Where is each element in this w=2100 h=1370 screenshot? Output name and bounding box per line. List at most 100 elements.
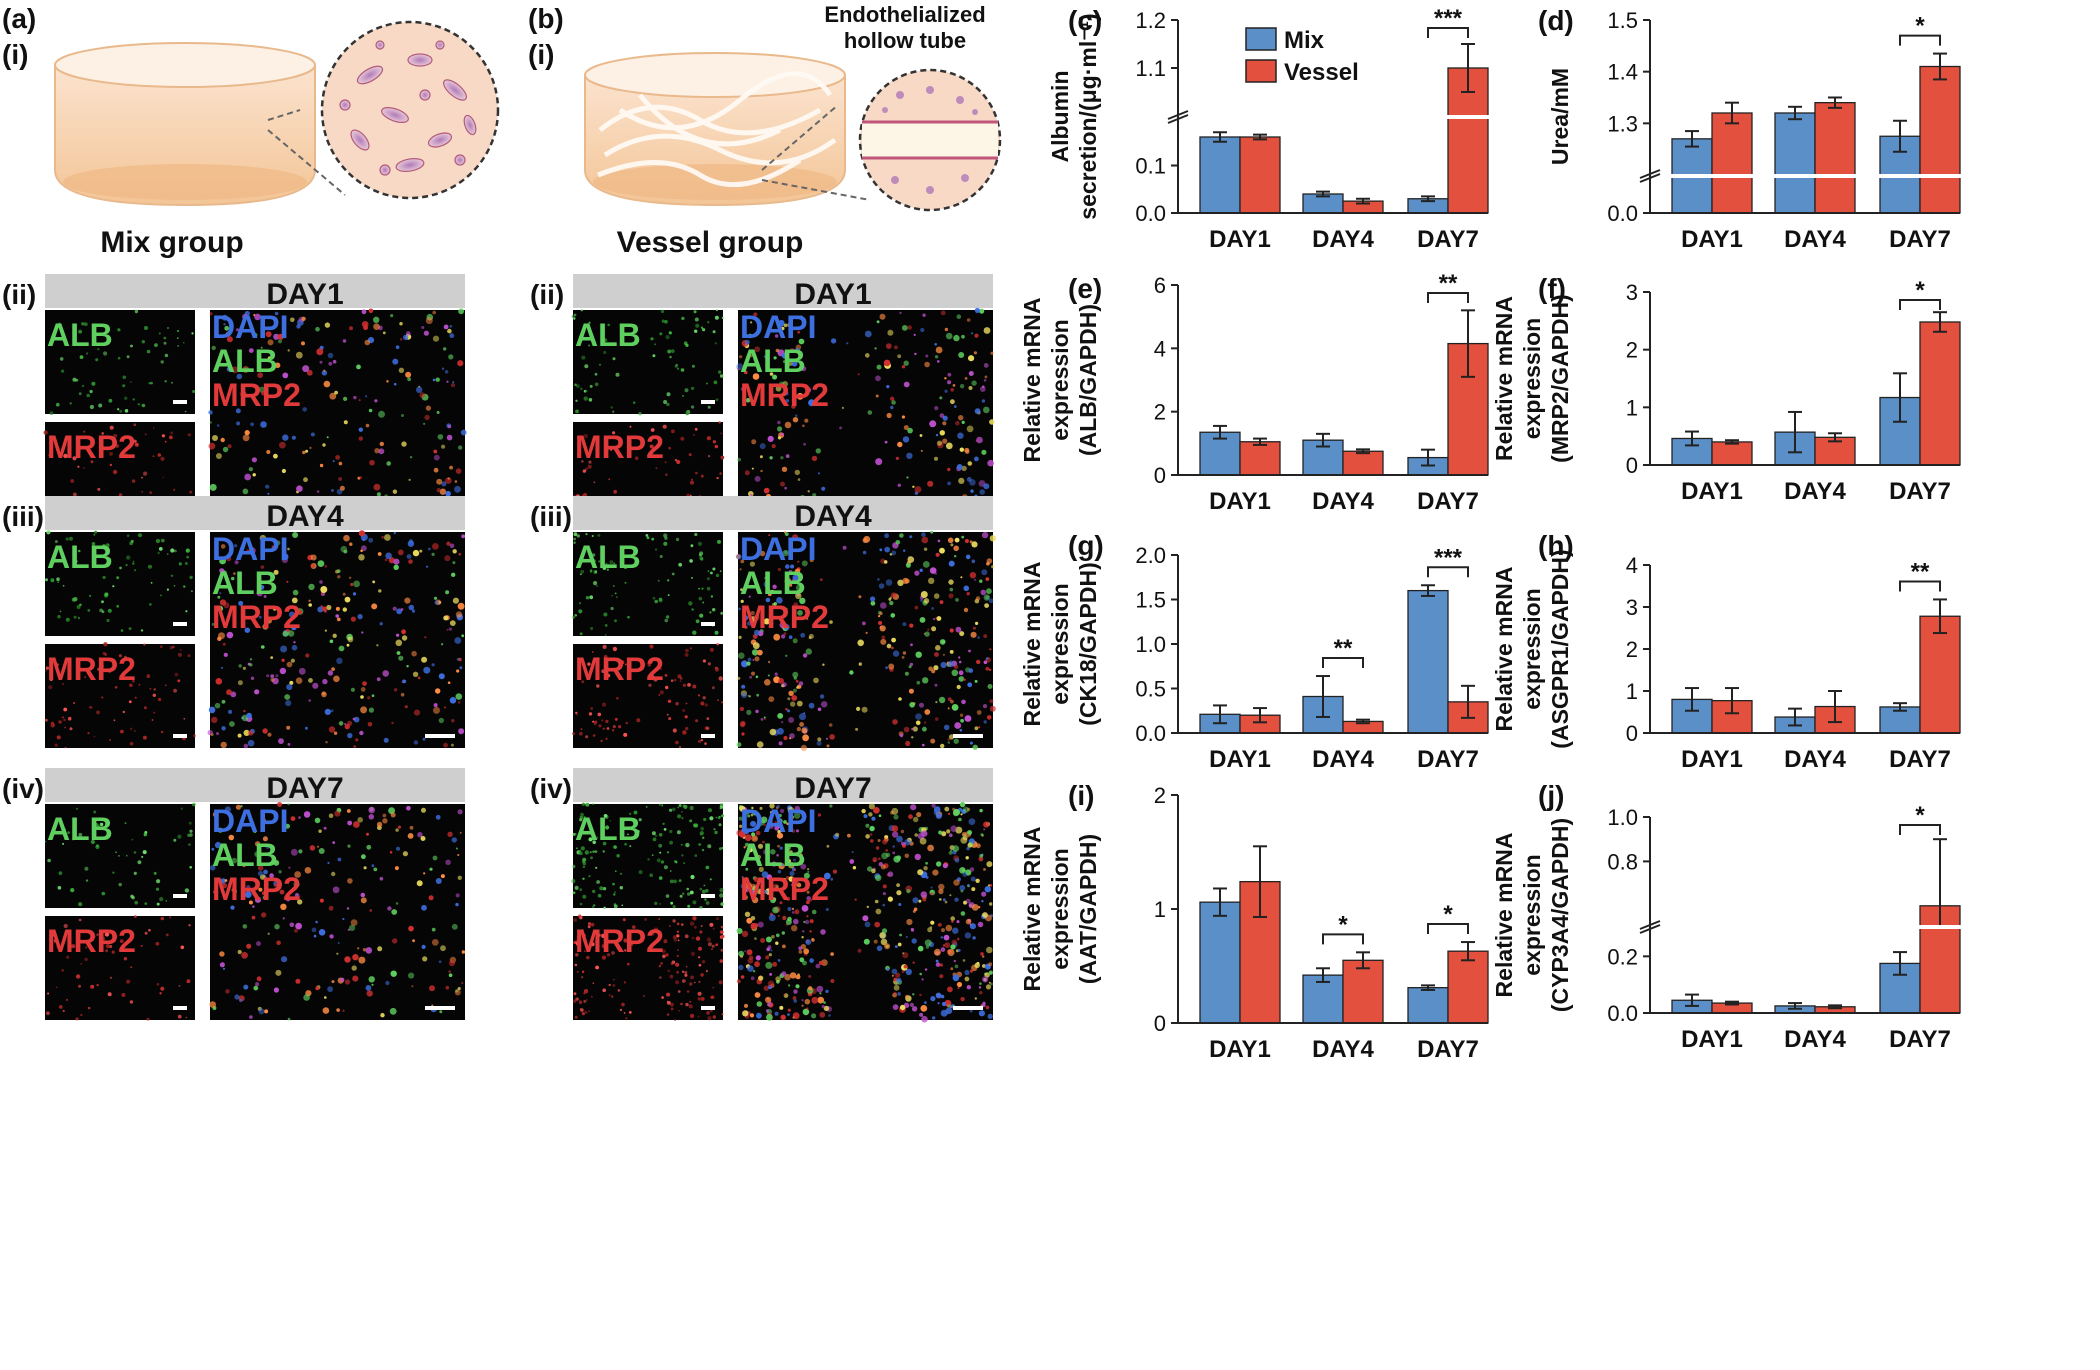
panel-label: (i): [1068, 780, 1094, 811]
alb-channel-label: ALB: [47, 539, 113, 575]
x-tick-label-day4: DAY4: [1784, 746, 1846, 773]
y-axis-label-line: Relative mRNA: [1491, 833, 1517, 998]
bracket-line: [1899, 299, 1941, 310]
merged-mrp2-label: MRP2: [740, 377, 829, 413]
y-tick-label: 1.2: [1135, 8, 1166, 33]
y-axis-label: Urea/mM: [1547, 68, 1573, 165]
mrp2-channel-label: MRP2: [47, 429, 136, 465]
fluorescence-dots: [571, 309, 725, 416]
mrp2-channel-label: MRP2: [575, 429, 664, 465]
scale-bar: [701, 622, 715, 626]
y-tick-label: 1.5: [1135, 588, 1166, 613]
y-tick-label: 1.0: [1607, 805, 1638, 830]
micrograph-day-label: DAY4: [266, 500, 344, 533]
merged-channel-image: [210, 532, 465, 748]
significance-label: **: [1334, 635, 1353, 662]
scale-bar: [701, 734, 715, 738]
y-axis-label-line: Relative mRNA: [1019, 562, 1045, 727]
bracket-line: [1899, 34, 1941, 46]
y-tick-label: 0: [1154, 1011, 1166, 1036]
y-tick-label: 4: [1154, 336, 1166, 361]
y-tick-label: 2: [1626, 637, 1638, 662]
x-tick-label-day7: DAY7: [1889, 1026, 1951, 1053]
x-tick-label-day1: DAY1: [1209, 1036, 1271, 1063]
merged-dapi-label: DAPI: [740, 803, 816, 839]
axis-break-band: [1648, 925, 1962, 929]
day-header-bar: [45, 768, 465, 802]
panel-b-label: (b): [528, 3, 564, 34]
legend-mix-swatch: [1245, 27, 1277, 51]
bar-vessel-day1: [1711, 441, 1753, 466]
significance-bracket: ***: [1427, 5, 1469, 38]
x-tick-label-day1: DAY1: [1209, 746, 1271, 773]
significance-label: *: [1915, 277, 1925, 304]
y-tick-label: 1: [1154, 897, 1166, 922]
fluorescence-dots: [209, 801, 466, 1021]
scale-bar: [173, 1006, 187, 1010]
alb-channel-image: [573, 804, 723, 908]
bars: [1199, 309, 1489, 476]
legend-vessel-label: Vessel: [1284, 59, 1359, 86]
merged-mrp2-label: MRP2: [740, 599, 829, 635]
significance-bracket: *: [1427, 901, 1469, 935]
bracket-line: [1899, 580, 1941, 592]
axis-break-band: [1648, 174, 1962, 178]
y-tick-label: 6: [1154, 273, 1166, 298]
y-axis-label-line: expression: [1519, 588, 1545, 709]
merged-dapi-label: DAPI: [212, 531, 288, 567]
axis-break-band: [1176, 115, 1490, 119]
scale-bar: [173, 894, 187, 898]
bar-mix-day7: [1407, 589, 1449, 734]
fluorescence-dots: [573, 914, 725, 1021]
panel-label: (g): [1068, 530, 1104, 561]
bar-vessel-day7: [1447, 950, 1489, 1024]
micrograph-day-label: DAY1: [266, 278, 343, 311]
panel-label: (e): [1068, 273, 1102, 304]
alb-channel-label: ALB: [575, 539, 641, 575]
scale-bar: [701, 894, 715, 898]
y-tick-label: 1.1: [1135, 56, 1166, 81]
y-tick-label: 0.5: [1135, 677, 1166, 702]
merged-dapi-label: DAPI: [212, 803, 288, 839]
significance-bracket: *: [1899, 13, 1941, 46]
x-tick-label-day4: DAY4: [1312, 746, 1374, 773]
y-tick-label: 0: [1626, 453, 1638, 478]
y-axis-label: Albumin secretion/(μg·ml⁻¹): [1047, 13, 1101, 219]
significance-label: ***: [1434, 5, 1463, 32]
bar-vessel-day4: [1342, 959, 1384, 1024]
y-axis-label: Relative mRNA expression (CK18/GAPDH): [1019, 562, 1101, 727]
y-tick-label: 3: [1626, 595, 1638, 620]
mrp2-channel-label: MRP2: [47, 651, 136, 687]
y-tick-label: 0.0: [1607, 201, 1638, 226]
panel-label: (h): [1538, 530, 1574, 561]
bracket-line: [1427, 27, 1469, 38]
alb-channel-label: ALB: [575, 811, 641, 847]
y-tick-label: 0: [1626, 721, 1638, 746]
fluorescence-dots: [571, 802, 725, 910]
x-tick-label-day7: DAY7: [1889, 478, 1951, 505]
bars: [1199, 584, 1489, 734]
y-axis-label-line: (MRP2/GAPDH): [1547, 294, 1573, 463]
x-tick-label-day4: DAY4: [1784, 1026, 1846, 1053]
significance-label: **: [1911, 558, 1930, 585]
bar-vessel-day7: [1919, 615, 1961, 734]
scale-bar: [173, 622, 187, 626]
x-tick-label-day4: DAY4: [1312, 1036, 1374, 1063]
bracket-line: [1322, 933, 1364, 945]
day-header-bar: [573, 768, 993, 802]
y-tick-label: 3: [1626, 280, 1638, 305]
x-tick-label-day1: DAY1: [1681, 226, 1743, 253]
y-axis-label: Relative mRNA expression (ALB/GAPDH): [1019, 298, 1101, 463]
day-header-bar: [573, 496, 993, 530]
tube-label-line1: Endothelialized: [824, 2, 985, 27]
chart-i: DAY1 DAY4 DAY7 0 1 2 (i) Relative mRNA expressio…: [1019, 780, 1489, 1063]
bracket-line: [1322, 657, 1364, 669]
merged-mrp2-label: MRP2: [212, 871, 301, 907]
